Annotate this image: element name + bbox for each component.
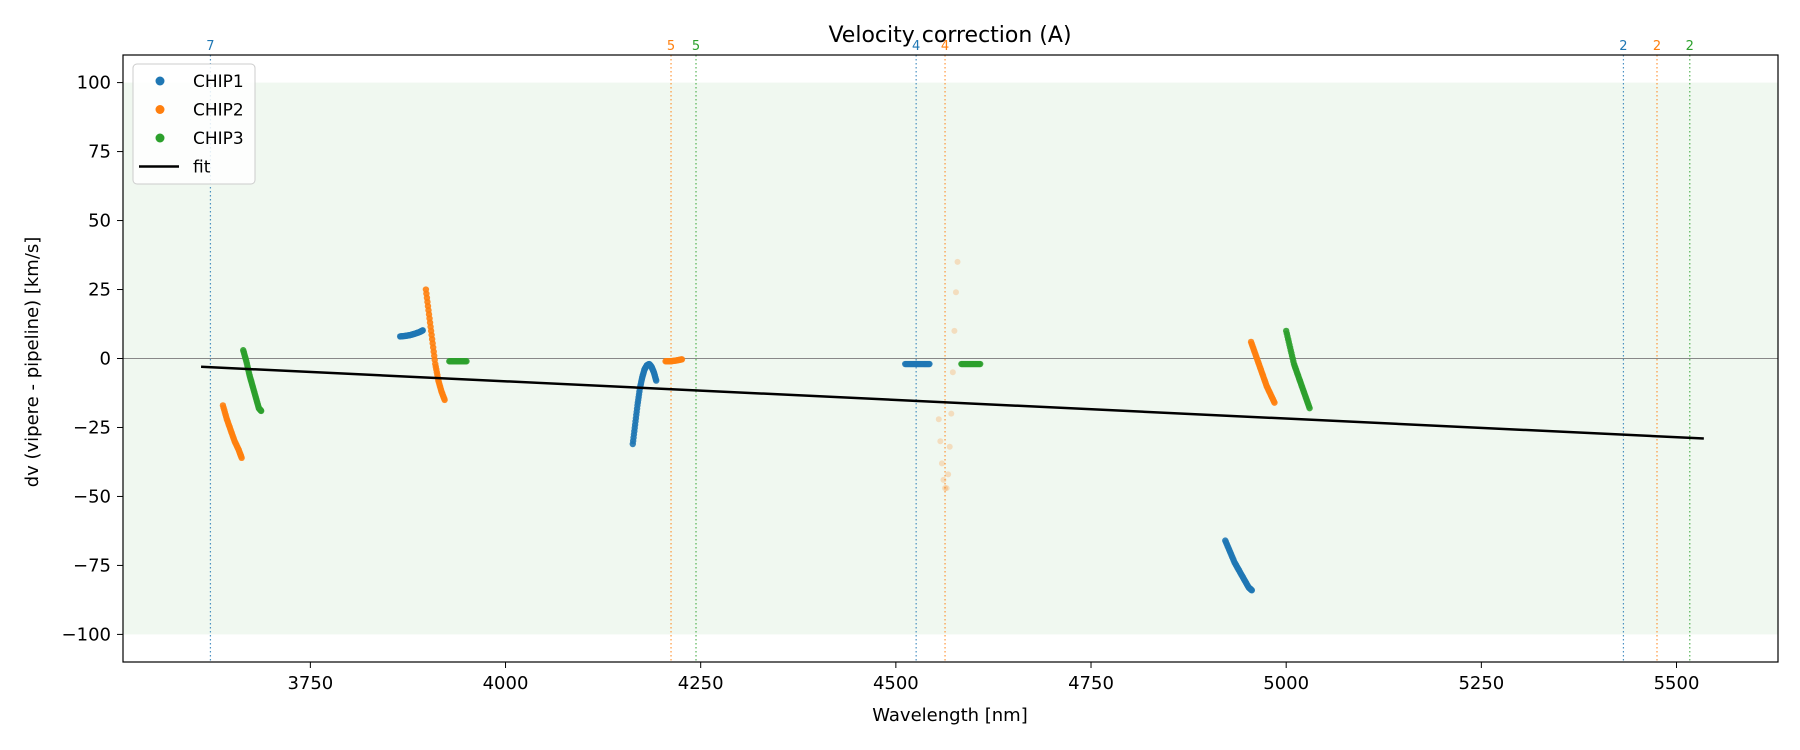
data-point-chip3 — [257, 407, 265, 415]
series-chip3-segment-1 — [446, 358, 470, 365]
y-tick-label-4: 0 — [100, 349, 111, 370]
y-tick-label-7: −75 — [73, 555, 111, 576]
x-tick-label-0: 3750 — [287, 673, 333, 694]
plot-inner — [123, 55, 1778, 662]
series-chip2-segment-1 — [422, 286, 448, 404]
data-point-chip2 — [945, 471, 952, 478]
y-tick-label-8: −100 — [62, 624, 111, 645]
series-chip2-segment-4 — [1247, 338, 1278, 406]
legend-label-fit: fit — [193, 158, 211, 178]
data-point-chip2 — [943, 485, 950, 492]
data-point-chip2 — [949, 369, 956, 376]
data-point-chip2 — [940, 476, 947, 483]
legend-marker-chip1 — [155, 76, 165, 86]
legend-label-chip2: CHIP2 — [193, 101, 244, 121]
data-point-chip2 — [938, 460, 945, 467]
series-chip1-segment-1 — [629, 360, 660, 448]
data-point-chip2 — [952, 289, 959, 296]
data-point-chip3 — [976, 360, 984, 368]
legend-marker-chip2 — [155, 105, 165, 114]
data-point-chip2 — [441, 396, 448, 404]
series-chip2-segment-2 — [662, 356, 686, 365]
data-point-chip2 — [948, 410, 955, 417]
x-tick-label-7: 5500 — [1654, 673, 1700, 694]
x-tick-label-4: 4750 — [1068, 673, 1114, 694]
data-point-chip2 — [238, 454, 245, 462]
x-tick-label-2: 4250 — [678, 673, 724, 694]
y-axis-label: dv (vipere - pipeline) [km/s] — [22, 237, 43, 488]
data-point-chip2 — [954, 258, 961, 265]
series-chip3-segment-3 — [1282, 327, 1313, 412]
legend-box — [132, 63, 256, 185]
vertical-marker-label-1: 5 — [667, 39, 675, 54]
y-tick-label-5: −25 — [73, 417, 111, 438]
chart-title: Velocity correction (A) — [828, 23, 1071, 48]
data-point-chip1 — [926, 360, 933, 368]
vertical-marker-label-7: 2 — [1686, 39, 1694, 54]
legend-label-chip1: CHIP1 — [193, 72, 244, 92]
series-chip1-segment-3 — [1222, 537, 1256, 594]
vertical-marker-label-5: 2 — [1619, 39, 1627, 54]
vertical-marker-label-6: 2 — [1653, 39, 1661, 54]
legend-label-chip3: CHIP3 — [193, 129, 244, 149]
series-chip3-segment-0 — [240, 347, 265, 415]
series-chip2-segment-3 — [935, 258, 961, 492]
x-tick-label-1: 4000 — [483, 673, 529, 694]
data-point-chip2 — [937, 438, 944, 445]
y-tick-label-6: −50 — [73, 486, 111, 507]
data-point-chip2 — [678, 356, 686, 363]
data-point-chip2 — [946, 443, 953, 450]
series-chip3-segment-2 — [958, 360, 984, 368]
x-tick-label-3: 4500 — [873, 673, 919, 694]
vertical-marker-label-3: 4 — [912, 39, 920, 54]
vertical-marker-label-2: 5 — [692, 39, 700, 54]
fit-line — [201, 365, 1704, 440]
vertical-marker-label-0: 7 — [206, 39, 214, 54]
data-point-chip3 — [1306, 404, 1313, 412]
legend-marker-chip3 — [155, 133, 165, 143]
x-axis-label: Wavelength [nm] — [872, 705, 1028, 726]
legend: CHIP1 CHIP2 CHIP3 fit — [132, 63, 256, 185]
x-tick-label-6: 5250 — [1458, 673, 1504, 694]
y-tick-label-3: 25 — [88, 280, 111, 301]
y-tick-label-2: 50 — [88, 211, 111, 232]
x-tick-label-5: 5000 — [1263, 673, 1309, 694]
vertical-marker-label-4: 4 — [941, 39, 949, 54]
series-chip1-segment-0 — [396, 327, 426, 340]
series-chip2-segment-0 — [219, 402, 245, 462]
data-point-chip1 — [652, 377, 660, 384]
series-chip1-segment-2 — [902, 360, 933, 368]
data-point-chip1 — [419, 327, 426, 334]
data-point-chip1 — [1248, 587, 1256, 594]
y-tick-label-1: 75 — [88, 142, 111, 163]
data-point-chip2 — [942, 485, 949, 492]
data-point-chip3 — [463, 358, 470, 365]
data-point-chip2 — [935, 416, 942, 423]
data-point-chip2 — [1271, 399, 1278, 406]
data-point-chip2 — [951, 327, 958, 334]
y-tick-label-0: 100 — [77, 73, 111, 94]
